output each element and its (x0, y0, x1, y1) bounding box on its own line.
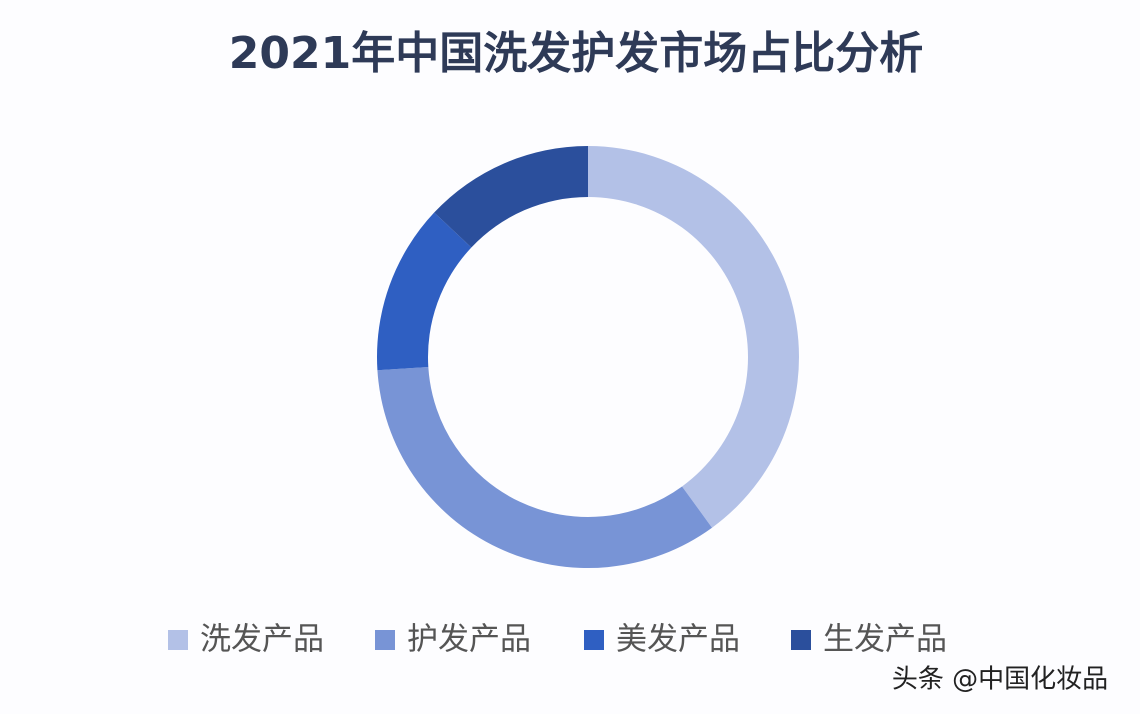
chart-title: 2021年中国洗发护发市场占比分析 (229, 28, 923, 79)
donut-segment (377, 367, 713, 568)
legend-label: 护发产品 (407, 622, 531, 658)
legend-swatch (791, 630, 811, 650)
donut-segment (588, 146, 799, 528)
legend-swatch (584, 630, 604, 650)
legend-label: 生发产品 (823, 622, 947, 658)
legend-label: 美发产品 (616, 622, 740, 658)
legend-swatch (375, 630, 395, 650)
legend-swatch (168, 630, 188, 650)
legend-label: 洗发产品 (200, 622, 324, 658)
donut-segment (377, 212, 472, 371)
watermark: 头条 @中国化妆品 (892, 665, 1108, 695)
donut-segment (434, 146, 588, 248)
